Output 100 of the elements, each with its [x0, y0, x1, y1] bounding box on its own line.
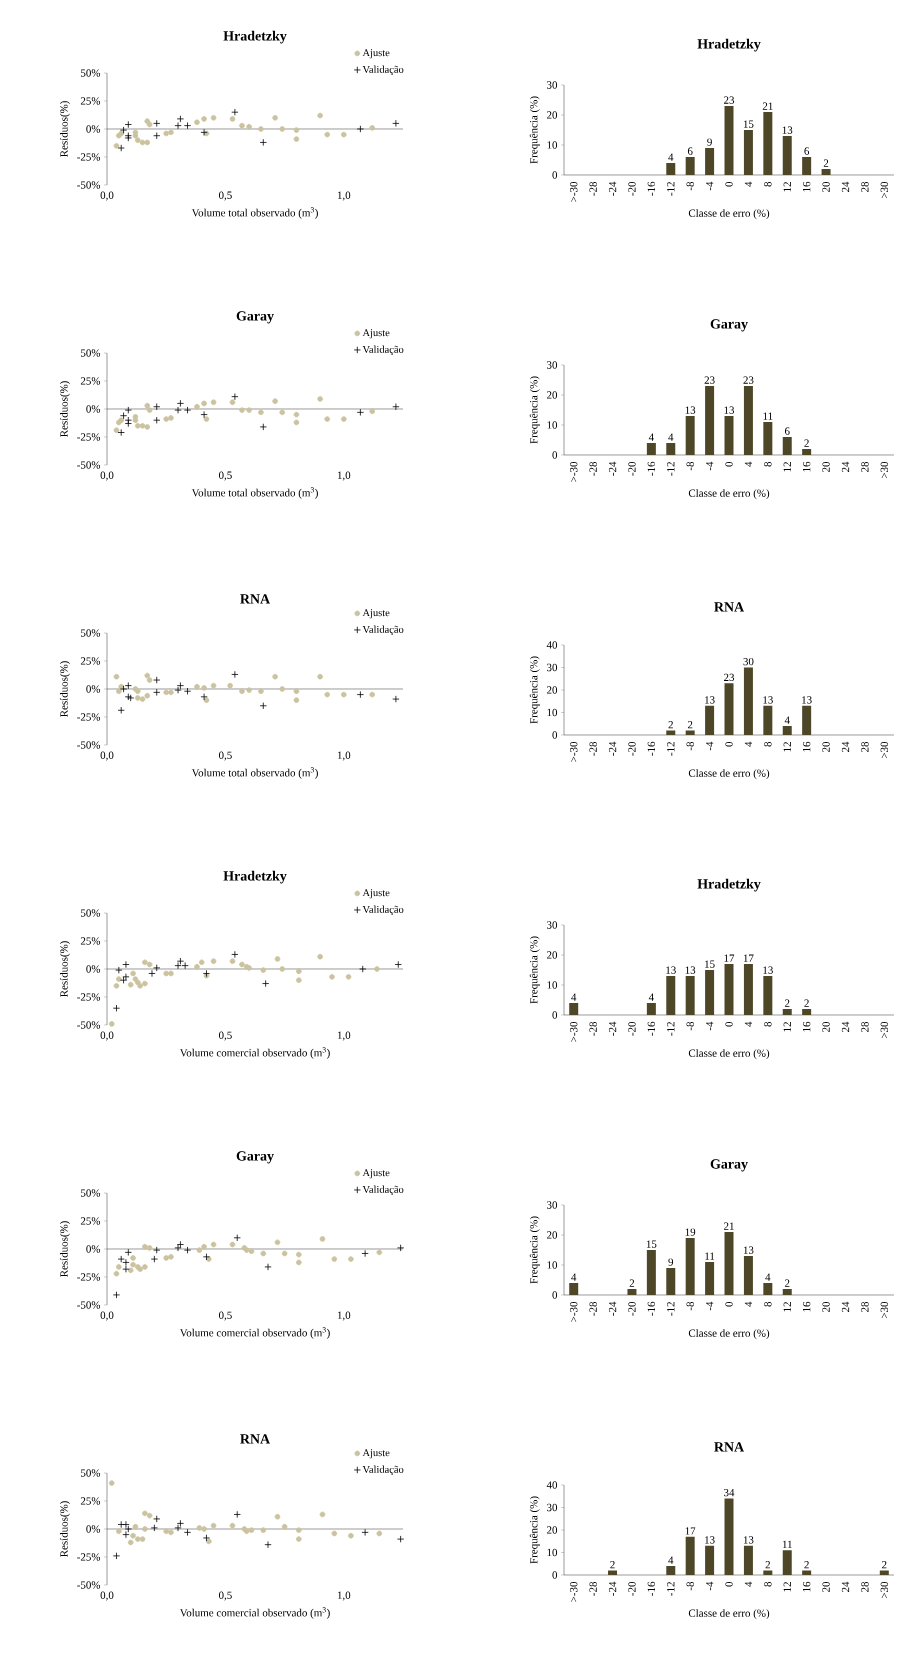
y-axis-title: Resíduos(%) — [59, 941, 70, 997]
x-tick-label: -20 — [628, 181, 636, 196]
x-tick-label: 8 — [764, 1021, 772, 1027]
x-tick-label: >30 — [880, 1581, 889, 1599]
x-tick-label: 0,0 — [100, 751, 114, 761]
data-label: 9 — [668, 1258, 674, 1266]
x-tick-label: >30 — [880, 741, 889, 759]
data-label: 13 — [763, 966, 773, 974]
x-tick-label: -16 — [647, 741, 656, 756]
x-tick-label: 1,0 — [337, 1591, 351, 1601]
x-tick-label: -16 — [647, 1021, 656, 1036]
data-label: 13 — [705, 696, 715, 704]
y-tick-label: 0 — [552, 451, 558, 459]
y-tick-label: 50% — [81, 1469, 101, 1477]
x-tick-label: 20 — [822, 1301, 830, 1312]
x-tick-label: >-30 — [570, 1301, 578, 1322]
x-tick-label: 4 — [744, 461, 753, 467]
data-label: 17 — [724, 954, 735, 962]
x-tick-label: 16 — [802, 181, 811, 192]
x-tick-label: -4 — [706, 1301, 714, 1311]
x-tick-label: -12 — [667, 742, 675, 756]
data-label: 2 — [765, 1561, 770, 1569]
legend-label: Validação — [362, 65, 404, 76]
x-tick-label: 24 — [841, 181, 850, 192]
chart-title: Garay — [236, 311, 274, 324]
x-tick-label: -4 — [706, 461, 714, 471]
y-tick-label: -25% — [77, 153, 101, 161]
data-label: 34 — [724, 1488, 735, 1497]
x-tick-label: 16 — [802, 741, 811, 752]
x-tick-label: -20 — [628, 1581, 636, 1596]
chart-title: Hradetzky — [223, 30, 287, 44]
y-tick-label: -25% — [77, 993, 101, 1001]
legend-label: Ajuste — [362, 609, 390, 619]
x-tick-label: -8 — [686, 1581, 694, 1591]
x-tick-label: -28 — [589, 461, 597, 476]
y-tick-label: 20 — [547, 1231, 558, 1239]
x-tick-label: -24 — [608, 1021, 617, 1036]
x-tick-label: >-30 — [570, 181, 578, 202]
x-axis-title: Volume total observado (m$^{3}$) — [191, 767, 318, 779]
y-axis-title: Frequência (%) — [529, 1216, 540, 1284]
x-tick-label: -28 — [589, 741, 597, 756]
x-tick-label: -20 — [628, 461, 636, 476]
x-axis-title: Volume comercial observado (m$^{3}$) — [179, 1607, 330, 1619]
chart-title: Hradetzky — [223, 870, 287, 884]
x-tick-label: -28 — [589, 1581, 597, 1596]
data-label: 13 — [685, 406, 696, 414]
legend-label: Ajuste — [362, 889, 390, 899]
data-label: 23 — [724, 96, 735, 104]
x-tick-label: 1,0 — [337, 191, 351, 201]
data-label: 2 — [804, 439, 809, 447]
x-tick-label: 0 — [725, 1021, 733, 1027]
x-tick-label: 0,5 — [218, 471, 232, 481]
data-label: 9 — [707, 138, 712, 146]
x-tick-label: 0,0 — [100, 1031, 114, 1041]
x-tick-label: 16 — [802, 1301, 811, 1312]
y-tick-label: 25% — [80, 657, 101, 665]
data-label: 4 — [668, 433, 674, 441]
x-tick-label: -20 — [628, 1301, 636, 1316]
legend-label: Validação — [362, 345, 404, 356]
data-label: 4 — [648, 433, 654, 441]
y-tick-label: 30 — [547, 663, 558, 672]
x-tick-label: -12 — [667, 1022, 675, 1036]
legend-label: Ajuste — [362, 49, 390, 59]
x-tick-label: 0,5 — [218, 751, 232, 761]
x-tick-label: -28 — [589, 1021, 597, 1036]
x-tick-label: -8 — [686, 461, 694, 471]
x-tick-label: 28 — [861, 461, 869, 472]
legend-label: Ajuste — [362, 1169, 390, 1179]
data-label: 2 — [687, 721, 693, 729]
data-label: 2 — [610, 1561, 615, 1569]
x-tick-label: 28 — [861, 741, 869, 752]
y-tick-label: 30 — [547, 1503, 558, 1512]
y-tick-label: -25% — [77, 433, 101, 441]
data-label: 4 — [571, 1273, 577, 1281]
y-tick-label: 50% — [81, 909, 101, 917]
data-label: 4 — [668, 1556, 674, 1564]
y-tick-label: -50% — [77, 1021, 101, 1029]
y-tick-label: 10 — [547, 981, 558, 989]
x-tick-label: 28 — [861, 1301, 869, 1312]
data-label: 13 — [743, 1536, 754, 1544]
x-axis-title: Classe de erro (%) — [688, 1609, 770, 1620]
x-tick-label: 12 — [783, 1582, 791, 1592]
data-label: 4 — [668, 153, 674, 161]
x-tick-label: 0 — [725, 461, 733, 467]
data-label: 13 — [782, 126, 793, 134]
data-label: 13 — [802, 696, 812, 704]
x-tick-label: 1,0 — [337, 471, 351, 481]
y-tick-label: 20 — [547, 686, 558, 694]
y-tick-label: -50% — [77, 181, 101, 189]
data-label: 11 — [782, 1540, 792, 1549]
y-tick-label: -50% — [77, 461, 101, 469]
x-tick-label: -20 — [628, 1021, 636, 1036]
y-tick-label: -50% — [77, 741, 101, 749]
y-tick-label: 0% — [86, 125, 101, 133]
y-tick-label: 0% — [86, 405, 101, 413]
x-tick-label: 8 — [764, 1581, 772, 1587]
y-tick-label: 30 — [547, 921, 558, 929]
data-label: 2 — [784, 999, 790, 1007]
x-tick-label: >-30 — [570, 1581, 578, 1602]
x-axis-title: Volume total observado (m$^{3}$) — [191, 487, 318, 499]
